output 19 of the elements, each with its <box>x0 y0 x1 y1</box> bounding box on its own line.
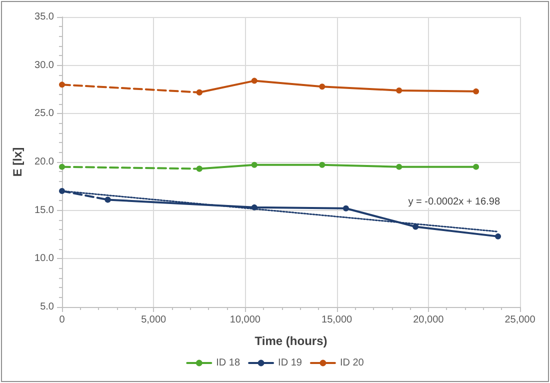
annotation: y = -0.0002x + 16.98 <box>408 196 500 208</box>
x-tick-label: 20,000 <box>413 314 444 326</box>
y-tick-label: 30.0 <box>34 60 54 71</box>
y-tick-label: 10.0 <box>34 253 54 264</box>
x-tick-label: 15,000 <box>322 314 353 326</box>
x-tick-label: 25,000 <box>504 314 536 326</box>
y-tick-label: 25.0 <box>34 108 54 120</box>
x-tick-label: 10,000 <box>230 314 261 326</box>
y-tick-label: 20.0 <box>34 156 54 168</box>
y-tick-label: 35.0 <box>34 12 54 22</box>
x-axis-title: Time (hours) <box>254 334 328 348</box>
x-tick-label: 0 <box>59 314 66 326</box>
y-tick-label: 5.0 <box>40 302 54 312</box>
y-tick-label: 15.0 <box>34 204 54 216</box>
legend-label: ID 19 <box>278 358 302 368</box>
y-axis-title: E [lx] <box>10 147 25 177</box>
legend-label: ID 20 <box>340 358 364 368</box>
legend-label: ID 18 <box>216 358 240 368</box>
x-tick-label: 5,000 <box>141 314 167 326</box>
